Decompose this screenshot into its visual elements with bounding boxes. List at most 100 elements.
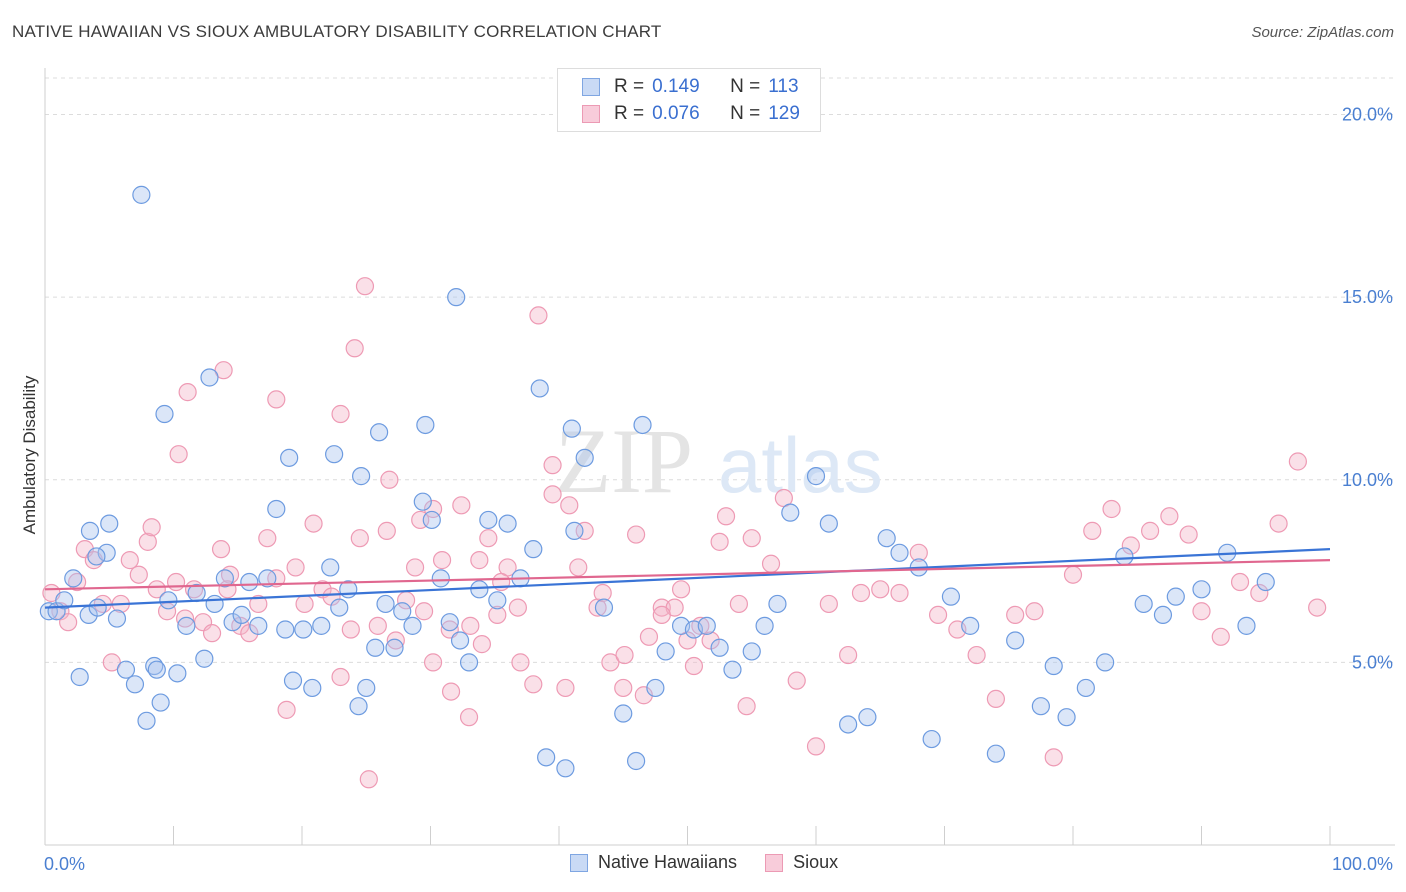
sioux-point <box>761 554 781 573</box>
hawaiian-point <box>1096 653 1115 672</box>
hawaiian-point <box>470 580 489 599</box>
y-tick-label: 5.0% <box>1352 652 1393 672</box>
sioux-point <box>652 598 671 617</box>
hawaiian-point <box>479 510 498 530</box>
sioux-point <box>459 708 479 727</box>
sioux-point <box>214 361 233 380</box>
hawaiian-point <box>646 678 665 698</box>
chart-title: NATIVE HAWAIIAN VS SIOUX AMBULATORY DISA… <box>12 22 662 41</box>
sioux-point <box>380 470 399 489</box>
sioux-point <box>626 525 646 544</box>
sioux-point <box>1160 507 1179 526</box>
sioux-point <box>508 598 527 617</box>
legend-swatch-hawaiian <box>582 78 600 96</box>
hawaiian-point <box>614 704 633 723</box>
hawaiian-point <box>195 649 214 668</box>
hawaiian-point <box>240 572 259 592</box>
legend-r-value: 0.149 <box>652 76 700 97</box>
sioux-point <box>529 306 548 325</box>
sioux-point <box>331 667 350 687</box>
sioux-point <box>543 485 562 504</box>
sioux-point <box>345 339 364 358</box>
hawaiian-point <box>159 591 178 610</box>
sioux-point <box>295 594 314 614</box>
hawaiian-point <box>205 594 224 614</box>
hawaiian-point <box>1115 547 1134 566</box>
sioux-point <box>258 529 277 548</box>
hawaiian-point <box>366 638 385 657</box>
sioux-point <box>286 558 305 577</box>
sioux-point <box>142 518 161 537</box>
hawaiian-point <box>132 185 151 204</box>
hawaiian-point <box>137 711 156 730</box>
hawaiian-point <box>1237 616 1256 635</box>
sioux-point <box>1192 602 1211 621</box>
hawaiian-point <box>633 415 652 435</box>
hawaiian-point <box>352 467 371 486</box>
hawaiian-point <box>839 715 858 734</box>
hawaiian-point <box>294 620 313 639</box>
sioux-point <box>350 529 369 548</box>
sioux-point <box>368 616 387 635</box>
hawaiian-point <box>431 569 450 588</box>
sioux-point <box>1308 598 1327 617</box>
series-legend-sioux: Sioux <box>765 852 838 873</box>
hawaiian-point <box>385 638 404 657</box>
watermark-zip: ZIP <box>555 410 693 512</box>
legend: R = 0.149 N = 113 R = 0.076 N = 129 <box>557 68 821 132</box>
y-tick-label: 15.0% <box>1342 287 1393 307</box>
hawaiian-point <box>303 678 322 698</box>
sioux-point <box>461 616 480 635</box>
hawaiian-point <box>1192 580 1211 599</box>
hawaiian-trend-line <box>44 548 1331 609</box>
sioux-point <box>178 383 197 402</box>
hawaiian-point <box>530 379 549 398</box>
sioux-point <box>1121 536 1140 555</box>
hawaiian-point <box>710 638 729 657</box>
hawaiian-point <box>413 492 432 511</box>
sioux-point <box>1044 748 1063 767</box>
trend-lines <box>44 548 1331 609</box>
hawaiian-point <box>280 448 299 467</box>
sioux-point <box>1083 521 1102 540</box>
sioux-point <box>304 514 323 533</box>
sioux-point <box>671 580 691 599</box>
sioux-point <box>742 529 761 548</box>
legend-n-value: 113 <box>768 76 799 97</box>
hawaiian-point <box>168 664 187 683</box>
sioux-point <box>341 620 360 639</box>
sioux-point <box>470 551 489 570</box>
hawaiian-point <box>283 671 303 690</box>
sioux-point <box>120 551 139 570</box>
sioux-point <box>787 671 806 690</box>
hawaiian-point <box>459 653 479 672</box>
sioux-point <box>1250 583 1269 603</box>
hawaiian-point <box>877 529 896 548</box>
sioux-point <box>737 697 756 716</box>
hawaiian-point <box>1256 572 1275 592</box>
hawaiian-point <box>422 510 441 530</box>
sioux-point <box>614 678 633 698</box>
sioux-point <box>1102 499 1121 519</box>
hawaiian-point <box>1044 656 1063 676</box>
hawaiian-point <box>723 660 742 679</box>
hawaiian-point <box>97 543 116 562</box>
hawaiian-point <box>1076 678 1095 698</box>
hawaiian-point <box>922 729 941 749</box>
hawaiian-point <box>267 499 286 519</box>
hawaiian-point <box>565 521 584 540</box>
hawaiian-point <box>151 693 170 712</box>
sioux-point <box>615 645 634 665</box>
sioux-point <box>909 543 928 562</box>
hawaiian-point <box>819 514 838 533</box>
sioux-point <box>1269 514 1288 533</box>
sioux-point <box>166 572 186 592</box>
sioux-point <box>890 583 909 603</box>
sioux-point <box>277 700 296 719</box>
hawaiian-point <box>450 631 470 650</box>
source-label: Source: ZipAtlas.com <box>1251 24 1394 41</box>
hawaiian-point <box>768 594 787 614</box>
sioux-point <box>1211 627 1230 646</box>
hawaiian-point <box>232 605 251 625</box>
